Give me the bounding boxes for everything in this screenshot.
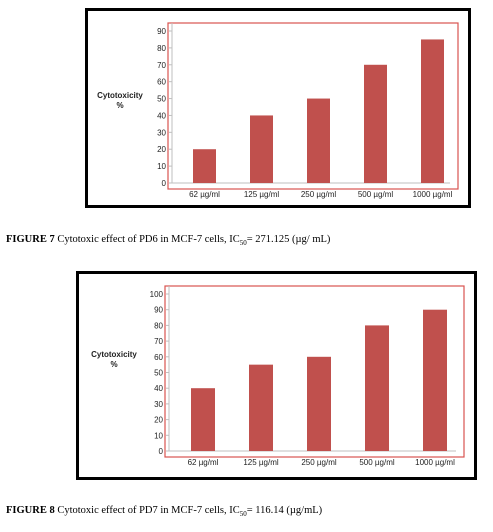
bar-chart-figure-7: 0 10 20 30 40 50 60 70 80 90 62 µg/ml 125 µg/ml 250 … bbox=[157, 22, 459, 199]
y-tick-label: 70 bbox=[154, 337, 163, 346]
bar bbox=[365, 325, 389, 451]
figure-7-text: Cytotoxic effect of PD6 in MCF-7 cells, … bbox=[57, 234, 240, 245]
y-axis-label: Cytotoxicity % bbox=[85, 350, 143, 370]
figure-7-label: FIGURE 7 bbox=[6, 234, 55, 245]
figure-7-caption: FIGURE 7 Cytotoxic effect of PD6 in MCF-… bbox=[6, 234, 331, 248]
y-tick-label: 10 bbox=[154, 431, 163, 440]
x-tick-label: 1000 µg/ml bbox=[413, 190, 453, 199]
x-tick-label: 125 µg/ml bbox=[244, 190, 280, 199]
bar-chart-figure-8: 0 10 20 30 40 50 60 70 80 90 100 62 µg/ml 125 µg/ml 2… bbox=[150, 285, 465, 467]
y-tick-label: 0 bbox=[162, 179, 167, 188]
y-tick-label: 60 bbox=[154, 353, 163, 362]
x-tick-label: 62 µg/ml bbox=[188, 458, 219, 467]
bar bbox=[423, 309, 447, 451]
y-tick-label: 30 bbox=[157, 128, 166, 137]
y-tick-label: 90 bbox=[157, 27, 166, 36]
y-axis-label-line1: Cytotoxicity bbox=[97, 91, 143, 100]
figure-8-value: = 116.14 (µg/mL) bbox=[246, 505, 323, 516]
y-axis-label-line1: Cytotoxicity bbox=[91, 350, 137, 359]
figure-7-subscript: 50 bbox=[239, 239, 247, 248]
chart-frame-figure-7: Cytotoxicity % 0 10 20 30 40 50 60 70 80 90 62 µg/… bbox=[85, 8, 471, 208]
y-tick-label: 50 bbox=[157, 95, 166, 104]
plot-area-border bbox=[167, 22, 459, 190]
bar bbox=[191, 388, 215, 451]
y-tick-label: 50 bbox=[154, 369, 163, 378]
figure-8-caption: FIGURE 8 Cytotoxic effect of PD7 in MCF-… bbox=[6, 505, 323, 519]
y-axis-label-line2: % bbox=[110, 360, 118, 369]
y-tick-label: 40 bbox=[154, 384, 163, 393]
bar bbox=[307, 98, 330, 183]
y-axis-label: Cytotoxicity % bbox=[94, 91, 146, 111]
x-tick-label: 125 µg/ml bbox=[243, 458, 279, 467]
y-tick-label: 90 bbox=[154, 306, 163, 315]
y-tick-label: 30 bbox=[154, 400, 163, 409]
y-tick-label: 20 bbox=[157, 145, 166, 154]
figure-7-value: = 271.125 (µg/ mL) bbox=[246, 234, 331, 245]
bar bbox=[364, 64, 387, 183]
y-tick-label: 80 bbox=[157, 44, 166, 53]
bar bbox=[249, 364, 273, 451]
plot-area-border bbox=[164, 285, 465, 458]
y-tick-label: 70 bbox=[157, 61, 166, 70]
y-tick-label: 60 bbox=[157, 78, 166, 87]
bar bbox=[193, 149, 216, 183]
y-tick-label: 20 bbox=[154, 416, 163, 425]
y-tick-label: 0 bbox=[159, 447, 164, 456]
bar bbox=[307, 356, 331, 451]
x-tick-label: 500 µg/ml bbox=[359, 458, 395, 467]
y-tick-label: 10 bbox=[157, 162, 166, 171]
y-tick-label: 80 bbox=[154, 321, 163, 330]
x-tick-label: 250 µg/ml bbox=[301, 458, 337, 467]
y-tick-label: 40 bbox=[157, 111, 166, 120]
y-tick-label: 100 bbox=[150, 290, 164, 299]
figure-8-text: Cytotoxic effect of PD7 in MCF-7 cells, … bbox=[57, 505, 240, 516]
x-tick-label: 500 µg/ml bbox=[358, 190, 394, 199]
x-tick-label: 62 µg/ml bbox=[189, 190, 220, 199]
chart-frame-figure-8: Cytotoxicity % 0 10 20 30 40 50 60 70 80 90 100 62 … bbox=[76, 271, 477, 480]
bar bbox=[421, 39, 444, 183]
x-tick-label: 1000 µg/ml bbox=[415, 458, 455, 467]
figure-8-subscript: 50 bbox=[239, 510, 247, 519]
bar bbox=[250, 115, 273, 183]
x-tick-label: 250 µg/ml bbox=[301, 190, 337, 199]
figure-8-label: FIGURE 8 bbox=[6, 505, 55, 516]
y-axis-label-line2: % bbox=[116, 101, 124, 110]
